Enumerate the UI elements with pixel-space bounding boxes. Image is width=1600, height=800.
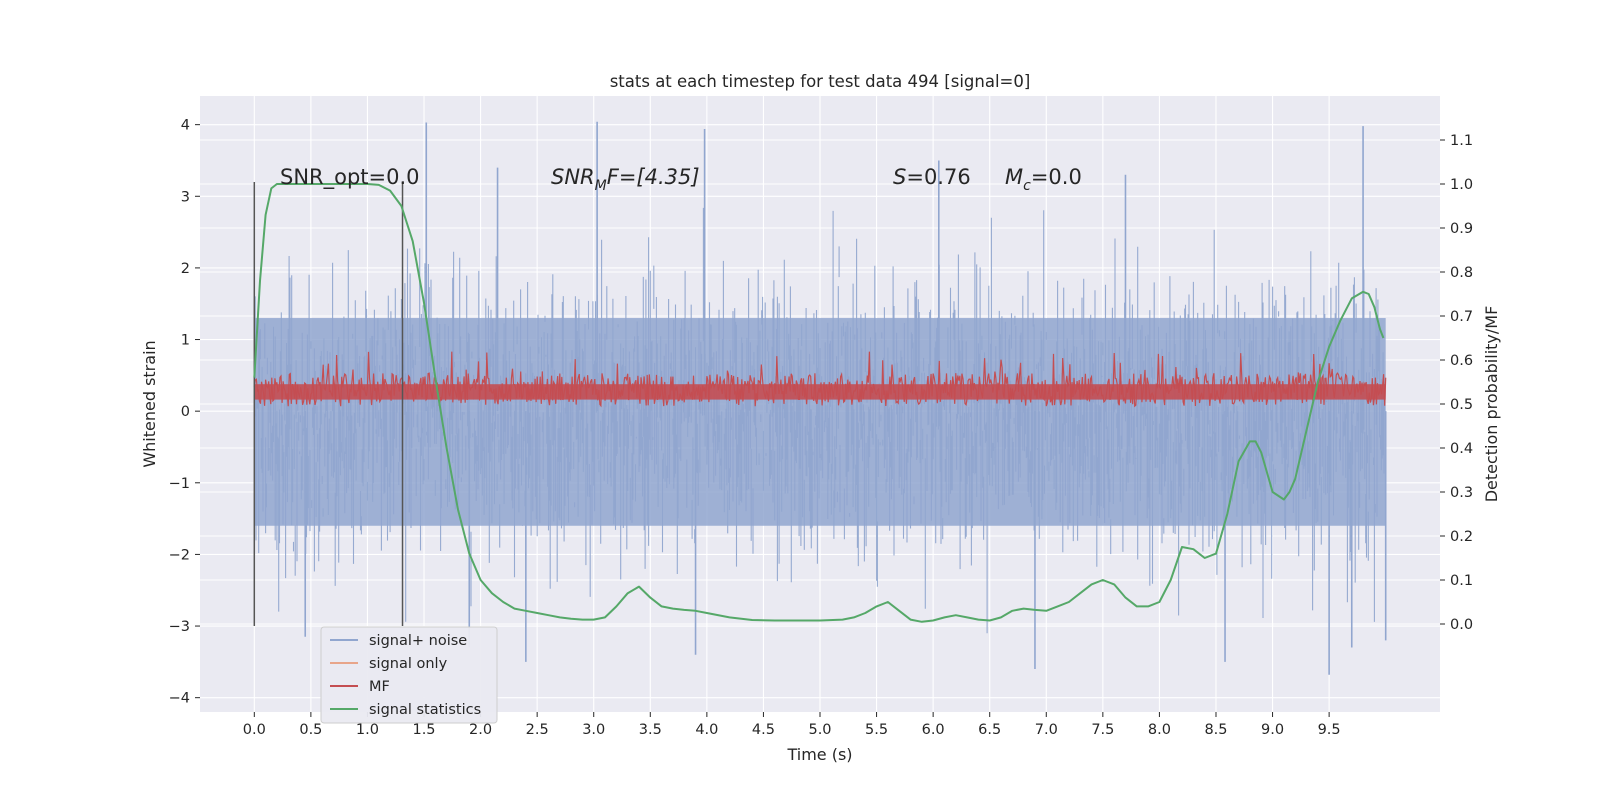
snr-mf-f: F=[4.35]: [607, 165, 700, 189]
y-right-tick-label: 1.1: [1450, 133, 1473, 149]
legend-label-signal-noise: signal+ noise: [369, 633, 467, 649]
signal-statistics-line: [253, 183, 1385, 623]
snr-mf-main: SNR: [551, 165, 595, 189]
x-tick-label: 9.0: [1261, 722, 1284, 738]
y-left-tick-label: −1: [169, 476, 190, 492]
x-tick-label: 4.0: [695, 722, 718, 738]
mc-subscript: c: [1023, 178, 1031, 194]
chart-title: stats at each timestep for test data 494…: [610, 72, 1031, 91]
s-stat-annotation: S=0.76: [893, 165, 971, 189]
snr-mf-sub: M: [595, 178, 607, 194]
y-right-tick-label: 0.4: [1450, 441, 1473, 457]
x-tick-label: 3.5: [639, 722, 662, 738]
y-left-tick-labels: 4 3 2 1 0 −1 −2 −3 −4: [169, 118, 200, 707]
x-axis-label: Time (s): [786, 745, 852, 764]
x-tick-label: 7.5: [1091, 722, 1114, 738]
x-tick-label: 8.5: [1204, 722, 1227, 738]
y-left-tick-label: 2: [181, 261, 190, 277]
mf-series: [253, 351, 1387, 408]
mc-value: =0.0: [1031, 165, 1082, 189]
y-right-tick-label: 0.9: [1450, 221, 1473, 237]
x-tick-label: 9.5: [1318, 722, 1341, 738]
s-stat-value: =0.76: [906, 165, 970, 189]
legend-label-signal-only: signal only: [369, 656, 448, 672]
x-tick-labels: 0.0 0.5 1.0 1.5 2.0 2.5 3.0 3.5 4.0 4.5 5.0 5.5 6.0 6…: [243, 712, 1341, 738]
x-tick-label: 2.5: [526, 722, 549, 738]
legend-label-mf: MF: [369, 679, 390, 695]
s-stat-symbol: S: [893, 165, 906, 189]
y-right-axis-label: Detection probability/MF: [1482, 306, 1501, 503]
x-tick-label: 6.5: [978, 722, 1001, 738]
x-tick-label: 1.0: [356, 722, 379, 738]
y-left-axis-label: Whitened strain: [140, 340, 159, 467]
y-right-tick-label: 0.8: [1450, 265, 1473, 281]
signal-statistics-series: [253, 183, 1385, 623]
x-tick-label: 5.5: [865, 722, 888, 738]
x-tick-label: 6.0: [922, 722, 945, 738]
snr-mf-annotation: SNRMF=[4.35]: [551, 165, 700, 194]
vertical-markers: [253, 181, 404, 627]
signal-noise-core-band: [254, 318, 1386, 526]
mf-core-band: [254, 384, 1386, 400]
x-tick-label: 0.5: [299, 722, 322, 738]
snr-opt-annotation: SNR_opt=0.0: [280, 165, 420, 190]
y-left-tick-label: −3: [169, 619, 190, 635]
y-right-tick-label: 1.0: [1450, 177, 1473, 193]
legend-label-signal-statistics: signal statistics: [369, 702, 481, 718]
mc-symbol: M: [1005, 165, 1023, 189]
y-left-tick-label: 1: [181, 333, 190, 349]
legend-box: [320, 626, 498, 724]
y-left-tick-label: −2: [169, 547, 190, 563]
y-left-tick-label: 3: [181, 189, 190, 205]
y-right-tick-label: 0.5: [1450, 397, 1473, 413]
x-tick-label: 3.0: [582, 722, 605, 738]
y-left-tick-label: 0: [181, 404, 190, 420]
x-tick-label: 2.0: [469, 722, 492, 738]
y-left-tick-label: −4: [169, 691, 190, 707]
mc-annotation: Mc=0.0: [1005, 165, 1082, 194]
x-tick-label: 7.0: [1035, 722, 1058, 738]
y-right-tick-label: 0.0: [1450, 617, 1473, 633]
y-right-tick-label: 0.7: [1450, 309, 1473, 325]
x-tick-label: 0.0: [243, 722, 266, 738]
y-right-tick-label: 0.2: [1450, 529, 1473, 545]
y-left-tick-label: 4: [181, 118, 190, 134]
x-tick-label: 4.5: [752, 722, 775, 738]
y-right-tick-label: 0.3: [1450, 485, 1473, 501]
x-tick-label: 8.0: [1148, 722, 1171, 738]
x-tick-label: 1.5: [412, 722, 435, 738]
legend: signal+ noise signal only MF signal stat…: [320, 626, 498, 724]
y-right-tick-labels: 1.1 1.0 0.9 0.8 0.7 0.6 0.5 0.4 0.3 0.2 0.1 0.0: [1440, 133, 1473, 633]
y-right-tick-label: 0.6: [1450, 353, 1473, 369]
x-tick-label: 5.0: [808, 722, 831, 738]
y-right-tick-label: 0.1: [1450, 573, 1473, 589]
